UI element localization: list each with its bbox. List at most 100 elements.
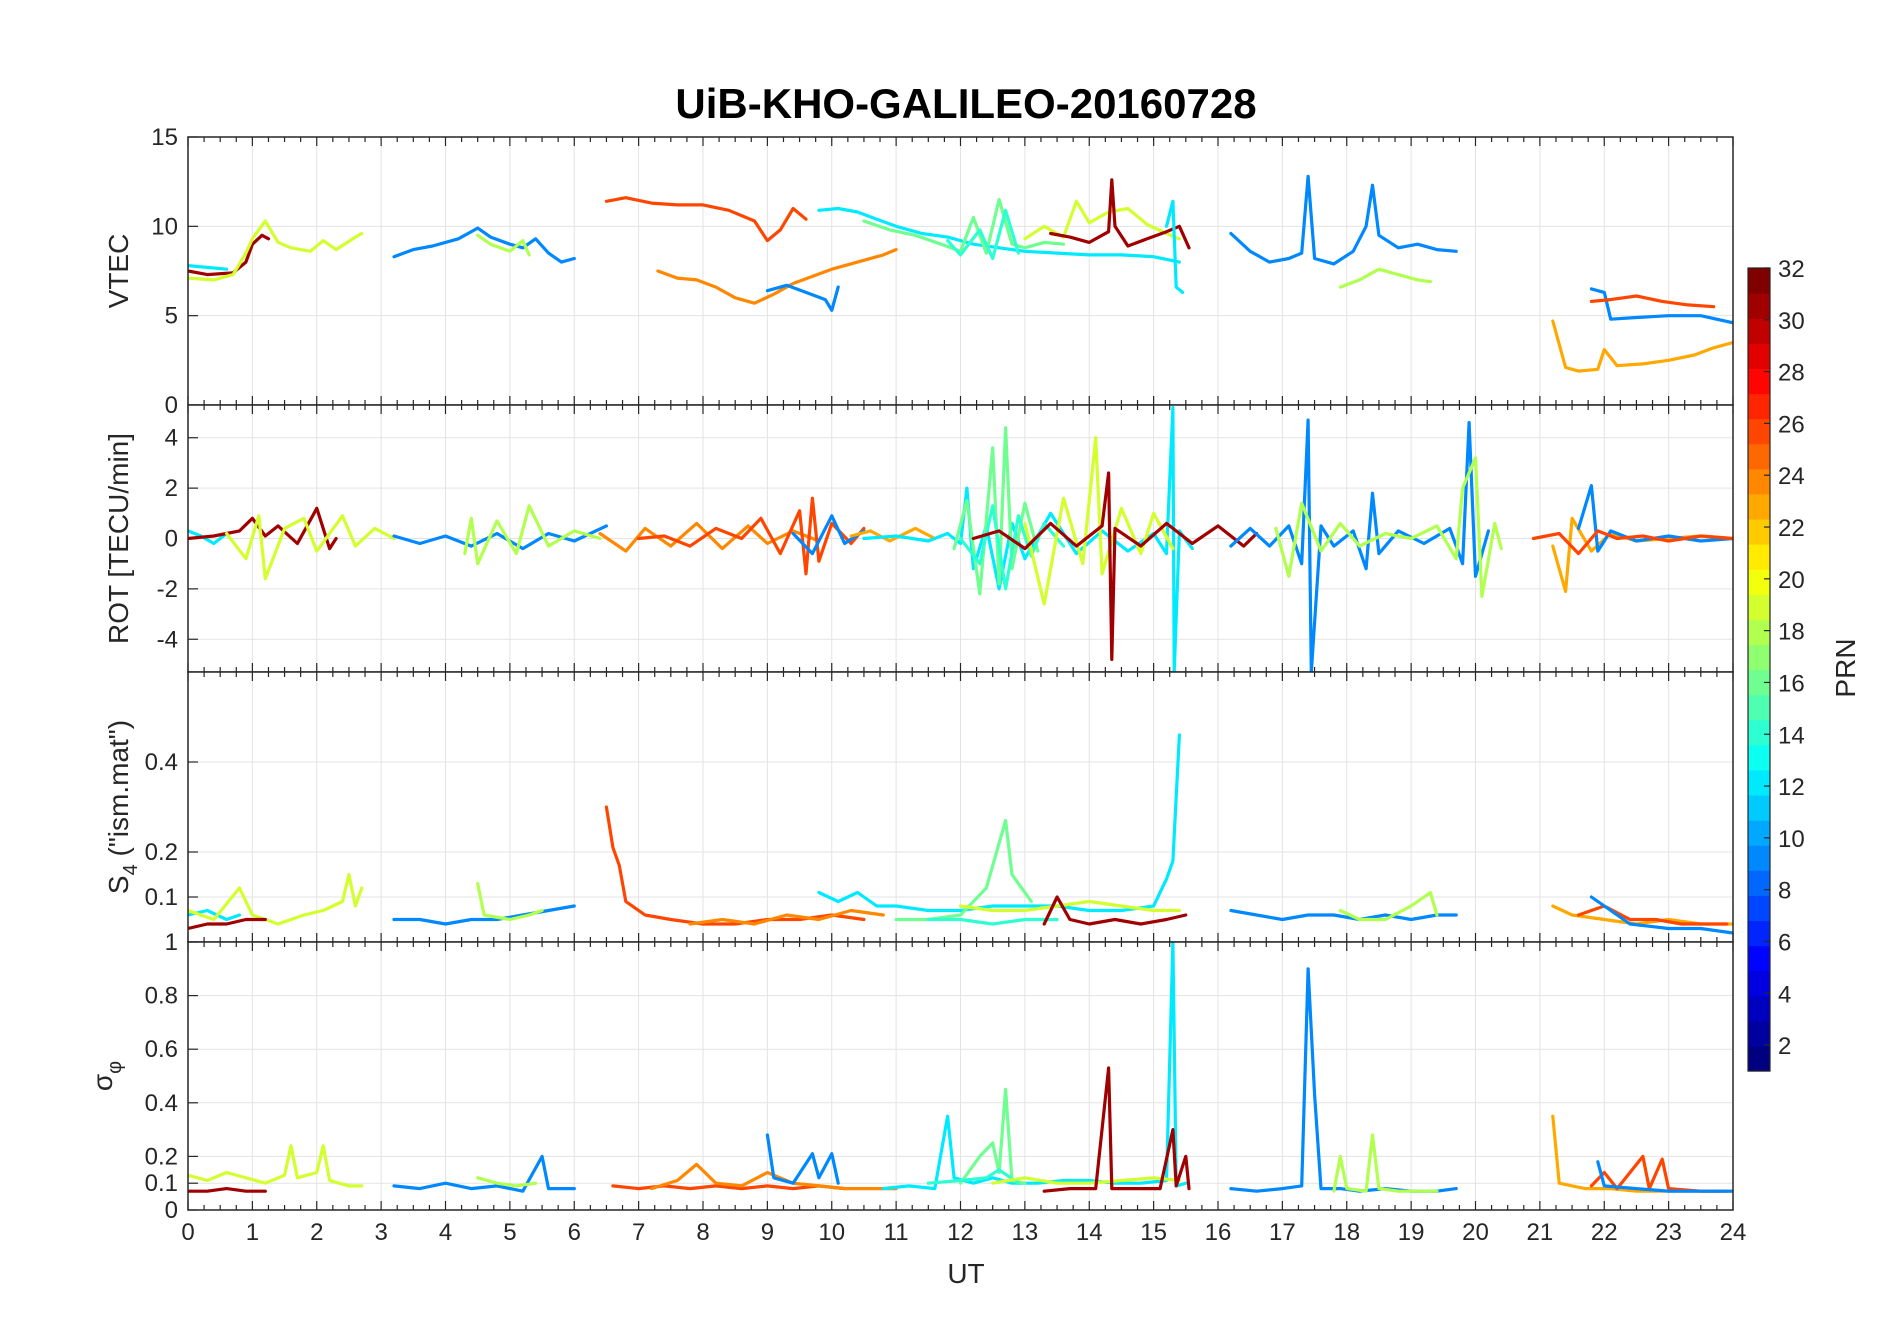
y-tick-label: 4	[165, 425, 178, 452]
y-tick-label: 0.2	[145, 839, 178, 866]
trace-prn-19	[958, 899, 1181, 913]
colorbar-frame	[1747, 267, 1771, 1072]
colorbar-tick-label: 12	[1778, 774, 1805, 801]
x-tick-label: 19	[1398, 1219, 1425, 1246]
traces	[188, 405, 1733, 672]
colorbar-swatch	[1748, 945, 1770, 972]
colorbar-swatch	[1748, 870, 1770, 896]
colorbar-swatch	[1748, 1020, 1770, 1047]
trace-prn-26	[604, 196, 808, 243]
y-tick-label: 0	[165, 392, 178, 419]
trace-prn-9	[1589, 895, 1733, 935]
colorbar-tick-label: 30	[1778, 308, 1805, 335]
y-tick-label: 0	[165, 526, 178, 553]
trace-prn-31	[1042, 1066, 1191, 1193]
trace-prn-19	[1023, 436, 1175, 606]
trace-prn-31	[188, 1187, 267, 1193]
trace-prn-24	[688, 908, 885, 926]
colorbar-swatch	[1748, 318, 1770, 344]
colorbar-tick-label: 14	[1778, 722, 1805, 749]
colorbar-tick-label: 10	[1778, 826, 1805, 853]
x-tick-label: 1	[246, 1219, 259, 1246]
x-tick-label: 7	[632, 1219, 645, 1246]
y-tick-label: 0.1	[145, 884, 178, 911]
trace-prn-31	[1042, 895, 1188, 926]
x-tick-label: 23	[1655, 1219, 1682, 1246]
trace-prn-19	[1023, 199, 1181, 241]
x-tick-label: 5	[503, 1219, 516, 1246]
x-tick-label: 13	[1012, 1219, 1039, 1246]
x-tick-label: 9	[761, 1219, 774, 1246]
y-tick-label: 0.2	[145, 1143, 178, 1170]
colorbar-swatch	[1748, 794, 1770, 821]
trace-prn-26	[1531, 529, 1733, 556]
colorbar-swatch	[1748, 1045, 1770, 1072]
trace-prn-31	[188, 233, 271, 277]
x-tick-label: 3	[374, 1219, 387, 1246]
colorbar-swatch	[1748, 644, 1770, 671]
trace-prn-9	[392, 1154, 576, 1193]
colorbar-tick-label: 24	[1778, 463, 1805, 490]
trace-prn-14	[926, 1168, 1020, 1185]
colorbar-swatch	[1748, 368, 1770, 395]
colorbar-swatch	[1748, 820, 1770, 846]
x-tick-label: 0	[181, 1219, 194, 1246]
colorbar-tick-label: 6	[1778, 929, 1791, 956]
colorbar-swatch	[1748, 694, 1770, 721]
trace-prn-18	[476, 881, 544, 922]
colorbar-swatch	[1748, 468, 1770, 495]
colorbar-tick-label: 28	[1778, 360, 1805, 387]
colorbar-swatch	[1748, 569, 1770, 595]
trace-prn-12	[881, 942, 1188, 1191]
colorbar-tick-label: 16	[1778, 670, 1805, 697]
colorbar-swatch	[1748, 418, 1770, 445]
y-tick-label: -2	[157, 576, 178, 603]
colorbar-tick-label: 22	[1778, 515, 1805, 542]
trace-prn-31	[971, 471, 1259, 661]
colorbar-swatch	[1748, 393, 1770, 420]
colorbar-swatch	[1748, 744, 1770, 771]
x-tick-label: 20	[1462, 1219, 1489, 1246]
trace-prn-24	[598, 521, 821, 553]
x-axis-label: UT	[947, 1258, 984, 1289]
subplot-sigma_phi: 00.10.2 0.4 0.6 0.8 1 σφ	[87, 929, 1734, 1224]
trace-prn-18	[476, 1176, 538, 1188]
trace-prn-18	[1332, 1133, 1439, 1193]
x-tick-label: 18	[1333, 1219, 1360, 1246]
trace-prn-12	[817, 733, 1181, 913]
colorbar-swatch	[1748, 995, 1770, 1022]
y-axis-label: S4 ("ism.mat")	[103, 720, 142, 894]
trace-prn-19	[188, 219, 364, 282]
traces	[188, 174, 1733, 373]
trace-prn-9	[392, 524, 608, 551]
colorbar-swatch	[1748, 669, 1770, 696]
colorbar-swatch	[1748, 719, 1770, 746]
subplot-s4: 0.1 0.2 0.4S4 ("ism.mat")	[103, 671, 1734, 943]
colorbar-tick-label: 2	[1778, 1033, 1791, 1060]
x-tick-label: 22	[1591, 1219, 1618, 1246]
colorbar-tick-label: 8	[1778, 878, 1791, 905]
trace-prn-12	[817, 206, 1181, 264]
colorbar-swatch	[1748, 443, 1770, 470]
x-tick-label: 14	[1076, 1219, 1103, 1246]
trace-prn-12	[188, 264, 229, 271]
trace-prn-12	[1164, 199, 1185, 294]
x-tick-label: 10	[818, 1219, 845, 1246]
trace-prn-19	[225, 514, 396, 581]
trace-prn-9	[392, 226, 576, 264]
trace-prn-14	[958, 504, 1066, 591]
trace-prn-19	[188, 872, 364, 926]
colorbar-swatch	[1748, 895, 1770, 922]
axes-frame	[187, 941, 1734, 1211]
x-tick-label: 2	[310, 1219, 323, 1246]
trace-prn-9	[791, 514, 866, 556]
trace-prn-9	[1596, 1160, 1733, 1193]
y-tick-label: 0.4	[145, 1090, 178, 1117]
trace-prn-24	[656, 248, 898, 305]
trace-prn-23	[849, 526, 937, 543]
y-tick-label: 2	[165, 475, 178, 502]
y-tick-label: 15	[151, 124, 178, 151]
y-tick-label: 1	[165, 929, 178, 956]
traces	[188, 733, 1733, 935]
